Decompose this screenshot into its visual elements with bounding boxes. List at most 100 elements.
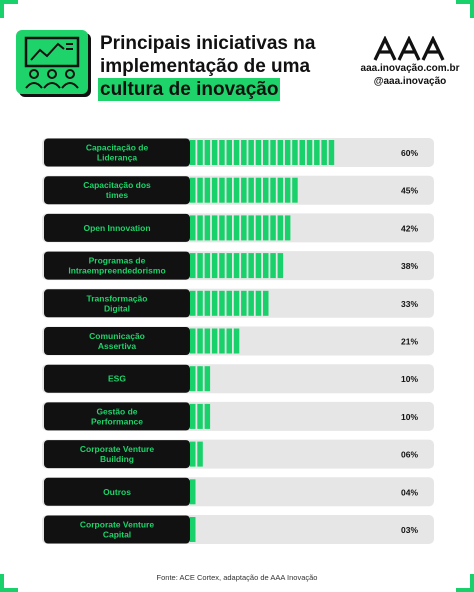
bar-segment bbox=[277, 177, 284, 203]
bar-row: Corporate Venture Capital 03% bbox=[42, 515, 434, 544]
bar-row: Comunicação Assertiva 21% bbox=[42, 326, 434, 356]
bar-segment bbox=[190, 517, 196, 542]
bar-segment bbox=[284, 140, 291, 165]
bar-segment bbox=[263, 215, 269, 241]
category-label: Outros bbox=[103, 487, 131, 497]
bar-row: Transformação Digital 33% bbox=[42, 288, 434, 318]
bar-segment bbox=[190, 479, 196, 505]
brand-block: aaa.inovação.com.br @aaa.inovação bbox=[360, 36, 460, 88]
bar-segment bbox=[277, 253, 284, 279]
bar-segment bbox=[190, 441, 196, 467]
category-label: Capacitação de Liderança bbox=[86, 143, 149, 163]
bar-segment bbox=[241, 290, 247, 316]
bar-segment bbox=[328, 140, 335, 165]
bar-fill bbox=[190, 290, 269, 316]
value-label: 03% bbox=[401, 525, 418, 535]
bar-segment bbox=[255, 253, 262, 279]
bar-segment bbox=[211, 177, 218, 203]
title-line-1: Principais iniciativas na bbox=[100, 33, 316, 54]
bar-segment bbox=[219, 177, 225, 203]
bar-segment bbox=[248, 253, 254, 279]
value-label: 38% bbox=[401, 261, 418, 271]
bar-segment bbox=[277, 215, 284, 241]
bar-segment bbox=[204, 140, 211, 165]
bar-segment bbox=[226, 328, 232, 354]
bar-segment bbox=[241, 215, 247, 241]
category-label: Programas de Intraempreendedorismo bbox=[68, 256, 165, 276]
bar-fill bbox=[190, 140, 335, 165]
bar-segment bbox=[190, 366, 196, 392]
category-label-box bbox=[44, 213, 190, 242]
bar-segment bbox=[255, 290, 262, 316]
bar-segment bbox=[270, 253, 276, 279]
bar-segment bbox=[211, 215, 218, 241]
bar-segment bbox=[233, 290, 240, 316]
category-label-box bbox=[44, 440, 190, 469]
bar-row: Capacitação de Liderança 60% bbox=[42, 138, 434, 167]
bar-segment bbox=[263, 253, 269, 279]
bar-segment bbox=[190, 253, 196, 279]
bar-segment bbox=[233, 328, 240, 354]
bar-segment bbox=[255, 177, 262, 203]
bar-segment bbox=[219, 140, 225, 165]
category-label: Gestão de Performance bbox=[91, 406, 143, 426]
bar-segment bbox=[190, 140, 196, 165]
aaa-logo-icon bbox=[373, 36, 445, 61]
bar-segment bbox=[233, 177, 240, 203]
bar-segment bbox=[211, 140, 218, 165]
bar-segment bbox=[204, 366, 211, 392]
bar-segment bbox=[204, 403, 211, 429]
category-label: Transformação Digital bbox=[87, 293, 148, 313]
bar-segment bbox=[219, 290, 225, 316]
brand-url: aaa.inovação.com.br bbox=[360, 63, 460, 74]
bar-segment bbox=[270, 177, 276, 203]
value-label: 04% bbox=[401, 487, 418, 497]
bar-row: Corporate Venture Building 06% bbox=[42, 439, 434, 469]
category-label-box bbox=[44, 402, 190, 431]
category-label: Capacitação dos times bbox=[83, 180, 151, 200]
value-label: 10% bbox=[401, 374, 418, 384]
bar-segment bbox=[284, 215, 291, 241]
bar-segment bbox=[226, 177, 232, 203]
bar-segment bbox=[226, 290, 232, 316]
category-label-box bbox=[44, 515, 190, 544]
value-label: 42% bbox=[401, 223, 418, 233]
bar-fill bbox=[190, 177, 298, 203]
bar-segment bbox=[197, 177, 203, 203]
bar-segment bbox=[263, 290, 269, 316]
bar-segment bbox=[190, 177, 196, 203]
bar-row: Outros 04% bbox=[42, 477, 434, 507]
bar-segment bbox=[299, 140, 305, 165]
category-label: Comunicação Assertiva bbox=[89, 331, 145, 351]
bar-segment bbox=[248, 290, 254, 316]
bar-fill bbox=[190, 253, 284, 279]
bar-segment bbox=[233, 253, 240, 279]
bar-segment bbox=[321, 140, 327, 165]
bar-segment bbox=[211, 328, 218, 354]
category-label: Corporate Venture Capital bbox=[80, 520, 154, 540]
bar-segment bbox=[190, 215, 196, 241]
bar-segment bbox=[219, 328, 225, 354]
value-label: 33% bbox=[401, 299, 418, 309]
bar-row: Open Innovation 42% bbox=[42, 213, 434, 243]
value-label: 45% bbox=[401, 186, 418, 196]
category-label-box bbox=[44, 176, 190, 205]
bar-segment bbox=[270, 140, 276, 165]
bar-fill bbox=[190, 479, 196, 505]
bar-segment bbox=[204, 253, 211, 279]
bar-segment bbox=[219, 215, 225, 241]
corner-accent-top-right bbox=[456, 0, 474, 18]
bar-segment bbox=[248, 215, 254, 241]
bar-segment bbox=[292, 177, 298, 203]
bar-segment bbox=[204, 328, 211, 354]
source-note: Fonte: ACE Cortex, adaptação de AAA Inov… bbox=[156, 573, 318, 582]
bar-segment bbox=[255, 140, 262, 165]
category-label-box bbox=[44, 327, 190, 355]
bar-segment bbox=[241, 177, 247, 203]
bar-segment bbox=[197, 290, 203, 316]
page-title: Principais iniciativas na implementação … bbox=[98, 32, 360, 101]
bar-segment bbox=[277, 140, 284, 165]
value-label: 60% bbox=[401, 148, 418, 158]
bar-fill bbox=[190, 328, 240, 354]
